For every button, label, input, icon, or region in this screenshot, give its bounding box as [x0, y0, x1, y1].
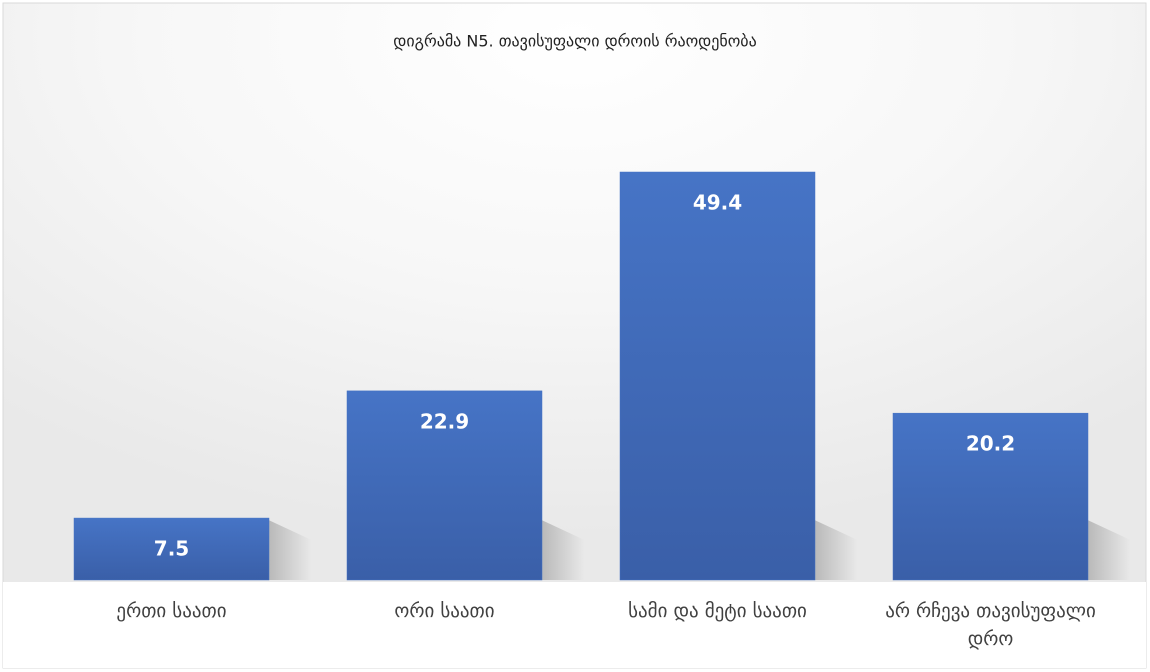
- bar: [73, 517, 270, 581]
- chart-title: დიგრამა N5. თავისუფალი დროის რაოდენობა: [393, 32, 756, 51]
- data-label: 7.5: [154, 537, 189, 561]
- bar: [619, 171, 816, 581]
- x-tick-label: ორი საათი: [394, 600, 495, 622]
- data-label: 49.4: [693, 191, 742, 215]
- x-tick-label: ერთი საათი: [116, 600, 227, 622]
- bar-shadow: [541, 520, 585, 580]
- x-tick-label: არ რჩევა თავისუფალი დრო: [885, 600, 1096, 650]
- data-label: 20.2: [966, 432, 1015, 456]
- x-tick-label: სამი და მეტი საათი: [628, 600, 807, 622]
- bar: [892, 412, 1089, 581]
- data-label: 22.9: [420, 409, 469, 433]
- bar: [346, 390, 543, 581]
- bar-shadow: [1087, 520, 1131, 580]
- bar-shadow: [814, 520, 858, 580]
- chart-footer-bg: [3, 582, 1146, 668]
- bar-shadow: [268, 520, 312, 580]
